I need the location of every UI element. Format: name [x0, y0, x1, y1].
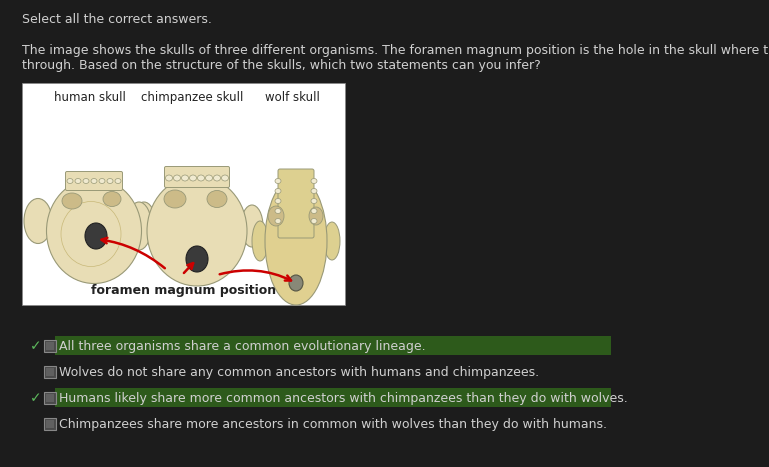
Bar — [46, 420, 54, 428]
Text: wolf skull: wolf skull — [265, 91, 319, 104]
Ellipse shape — [83, 178, 89, 184]
Ellipse shape — [24, 198, 52, 243]
Bar — [44, 366, 56, 378]
FancyBboxPatch shape — [165, 167, 229, 187]
Text: through. Based on the structure of the skulls, which two statements can you infe: through. Based on the structure of the s… — [22, 59, 541, 72]
Ellipse shape — [289, 275, 303, 291]
Ellipse shape — [275, 198, 281, 204]
Ellipse shape — [207, 191, 227, 207]
Text: The image shows the skulls of three different organisms. The foramen magnum posi: The image shows the skulls of three diff… — [22, 44, 769, 57]
Ellipse shape — [324, 222, 340, 260]
Ellipse shape — [67, 178, 73, 184]
Text: foramen magnum position: foramen magnum position — [91, 284, 276, 297]
Ellipse shape — [164, 190, 186, 208]
Bar — [55, 388, 611, 407]
Ellipse shape — [275, 178, 281, 184]
Ellipse shape — [205, 175, 212, 181]
Ellipse shape — [198, 175, 205, 181]
Ellipse shape — [252, 221, 268, 261]
Text: Select all the correct answers.: Select all the correct answers. — [22, 13, 212, 26]
Ellipse shape — [46, 178, 141, 283]
Ellipse shape — [115, 178, 121, 184]
Ellipse shape — [189, 175, 197, 181]
Ellipse shape — [221, 175, 228, 181]
Text: Wolves do not share any common ancestors with humans and chimpanzees.: Wolves do not share any common ancestors… — [59, 366, 539, 379]
Ellipse shape — [62, 193, 82, 209]
Ellipse shape — [275, 219, 281, 224]
Ellipse shape — [165, 175, 172, 181]
Ellipse shape — [99, 178, 105, 184]
Text: ✓: ✓ — [30, 340, 42, 354]
Ellipse shape — [265, 177, 327, 305]
Ellipse shape — [241, 205, 263, 247]
Ellipse shape — [91, 178, 97, 184]
Text: Humans likely share more common ancestors with chimpanzees than they do with wol: Humans likely share more common ancestor… — [59, 392, 628, 405]
Bar — [44, 340, 56, 352]
Bar — [46, 394, 54, 402]
Ellipse shape — [309, 207, 323, 225]
Ellipse shape — [85, 223, 107, 249]
Ellipse shape — [275, 208, 281, 213]
Ellipse shape — [174, 175, 181, 181]
Ellipse shape — [275, 189, 281, 193]
FancyBboxPatch shape — [65, 171, 122, 191]
Bar — [46, 368, 54, 376]
Ellipse shape — [311, 198, 317, 204]
Ellipse shape — [75, 178, 81, 184]
Ellipse shape — [214, 175, 221, 181]
Ellipse shape — [311, 208, 317, 213]
Text: ✓: ✓ — [30, 391, 42, 405]
Bar — [44, 418, 56, 430]
Ellipse shape — [147, 176, 247, 286]
Bar — [22, 83, 345, 305]
Ellipse shape — [186, 246, 208, 272]
Ellipse shape — [133, 202, 155, 240]
Ellipse shape — [311, 219, 317, 224]
Text: human skull: human skull — [54, 91, 126, 104]
Bar — [44, 392, 56, 404]
Ellipse shape — [311, 189, 317, 193]
Text: chimpanzee skull: chimpanzee skull — [141, 91, 243, 104]
Ellipse shape — [311, 178, 317, 184]
Ellipse shape — [268, 206, 284, 226]
Ellipse shape — [107, 178, 113, 184]
Bar — [46, 342, 54, 350]
Ellipse shape — [181, 175, 188, 181]
Ellipse shape — [126, 202, 151, 250]
Text: Chimpanzees share more ancestors in common with wolves than they do with humans.: Chimpanzees share more ancestors in comm… — [59, 418, 607, 431]
Ellipse shape — [103, 191, 121, 206]
Bar — [55, 336, 611, 355]
FancyBboxPatch shape — [278, 169, 314, 238]
Text: All three organisms share a common evolutionary lineage.: All three organisms share a common evolu… — [59, 340, 425, 353]
